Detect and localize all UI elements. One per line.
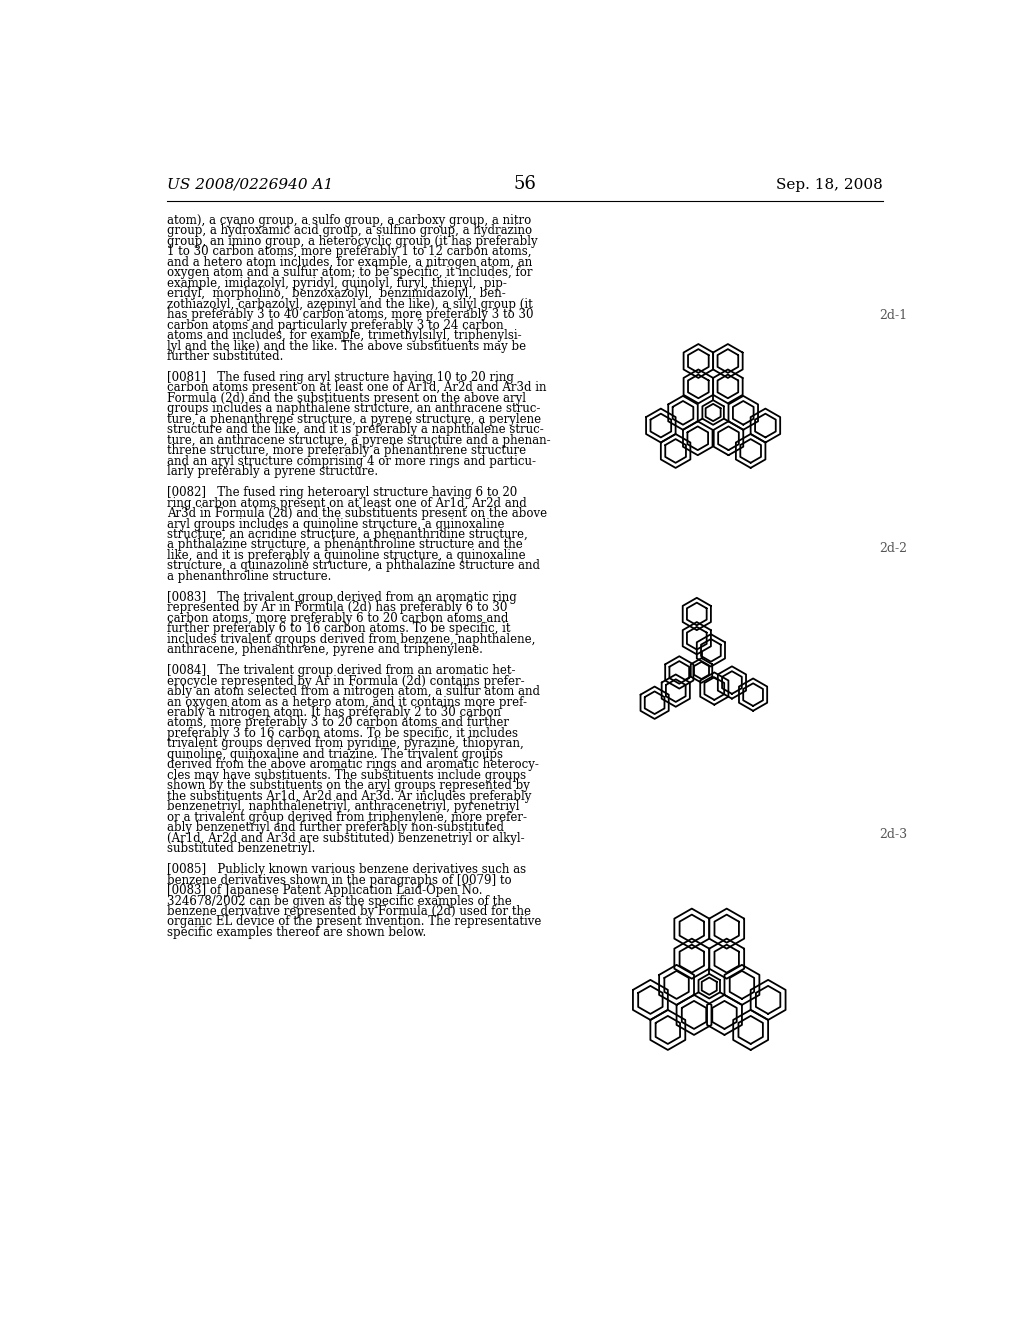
Text: further preferably 6 to 16 carbon atoms. To be specific, it: further preferably 6 to 16 carbon atoms.…: [167, 622, 510, 635]
Text: zothiazolyl, carbazolyl, azepinyl and the like), a silyl group (it: zothiazolyl, carbazolyl, azepinyl and th…: [167, 297, 532, 310]
Text: [0081]   The fused ring aryl structure having 10 to 20 ring: [0081] The fused ring aryl structure hav…: [167, 371, 514, 384]
Text: [0084]   The trivalent group derived from an aromatic het-: [0084] The trivalent group derived from …: [167, 664, 515, 677]
Text: 2d-1: 2d-1: [879, 309, 907, 322]
Text: [0085]   Publicly known various benzene derivatives such as: [0085] Publicly known various benzene de…: [167, 863, 526, 876]
Text: Formula (2d) and the substituents present on the above aryl: Formula (2d) and the substituents presen…: [167, 392, 525, 405]
Text: larly preferably a pyrene structure.: larly preferably a pyrene structure.: [167, 465, 378, 478]
Text: Ar3d in Formula (2d) and the substituents present on the above: Ar3d in Formula (2d) and the substituent…: [167, 507, 547, 520]
Text: benzene derivatives shown in the paragraphs of [0079] to: benzene derivatives shown in the paragra…: [167, 874, 511, 887]
Text: a phthalazine structure, a phenanthroline structure and the: a phthalazine structure, a phenanthrolin…: [167, 539, 522, 552]
Text: carbon atoms present on at least one of Ar1d, Ar2d and Ar3d in: carbon atoms present on at least one of …: [167, 381, 546, 395]
Text: preferably 3 to 16 carbon atoms. To be specific, it includes: preferably 3 to 16 carbon atoms. To be s…: [167, 727, 518, 741]
Text: cles may have substituents. The substituents include groups: cles may have substituents. The substitu…: [167, 768, 526, 781]
Text: structure and the like, and it is preferably a naphthalene struc-: structure and the like, and it is prefer…: [167, 424, 544, 437]
Text: organic EL device of the present invention. The representative: organic EL device of the present inventi…: [167, 916, 541, 928]
Text: benzene derivative represented by Formula (2d) used for the: benzene derivative represented by Formul…: [167, 906, 530, 917]
Text: threne structure, more preferably a phenanthrene structure: threne structure, more preferably a phen…: [167, 445, 526, 457]
Text: represented by Ar in Formula (2d) has preferably 6 to 30: represented by Ar in Formula (2d) has pr…: [167, 602, 507, 614]
Text: derived from the above aromatic rings and aromatic heterocy-: derived from the above aromatic rings an…: [167, 759, 539, 771]
Text: further substituted.: further substituted.: [167, 350, 283, 363]
Text: substituted benzenetriyl.: substituted benzenetriyl.: [167, 842, 315, 855]
Text: specific examples thereof are shown below.: specific examples thereof are shown belo…: [167, 925, 426, 939]
Text: [0083]   The trivalent group derived from an aromatic ring: [0083] The trivalent group derived from …: [167, 591, 516, 603]
Text: trivalent groups derived from pyridine, pyrazine, thiopyran,: trivalent groups derived from pyridine, …: [167, 738, 523, 751]
Text: eridyl,  morpholino,  benzoxazolyl,  benzimidazolyl,  ben-: eridyl, morpholino, benzoxazolyl, benzim…: [167, 288, 506, 300]
Text: Sep. 18, 2008: Sep. 18, 2008: [776, 178, 883, 191]
Text: ring carbon atoms present on at least one of Ar1d, Ar2d and: ring carbon atoms present on at least on…: [167, 496, 526, 510]
Text: oxygen atom and a sulfur atom; to be specific, it includes, for: oxygen atom and a sulfur atom; to be spe…: [167, 267, 532, 280]
Text: aryl groups includes a quinoline structure, a quinoxaline: aryl groups includes a quinoline structu…: [167, 517, 504, 531]
Text: benzenetriyl, naphthalenetriyl, anthracenetriyl, pyrenetriyl: benzenetriyl, naphthalenetriyl, anthrace…: [167, 800, 519, 813]
Text: erocycle represented by Ar in Formula (2d) contains prefer-: erocycle represented by Ar in Formula (2…: [167, 675, 524, 688]
Text: has preferably 3 to 40 carbon atoms, more preferably 3 to 30: has preferably 3 to 40 carbon atoms, mor…: [167, 308, 534, 321]
Text: group, a hydroxamic acid group, a sulfino group, a hydrazino: group, a hydroxamic acid group, a sulfin…: [167, 224, 531, 238]
Text: the substituents Ar1d, Ar2d and Ar3d. Ar includes preferably: the substituents Ar1d, Ar2d and Ar3d. Ar…: [167, 789, 531, 803]
Text: shown by the substituents on the aryl groups represented by: shown by the substituents on the aryl gr…: [167, 779, 529, 792]
Text: 2d-3: 2d-3: [879, 829, 907, 841]
Text: ably an atom selected from a nitrogen atom, a sulfur atom and: ably an atom selected from a nitrogen at…: [167, 685, 540, 698]
Text: carbon atoms and particularly preferably 3 to 24 carbon: carbon atoms and particularly preferably…: [167, 318, 504, 331]
Text: structure, an acridine structure, a phenanthridine structure,: structure, an acridine structure, a phen…: [167, 528, 527, 541]
Text: 2d-2: 2d-2: [879, 543, 907, 554]
Text: atoms and includes, for example, trimethylsilyl, triphenylsi-: atoms and includes, for example, trimeth…: [167, 329, 521, 342]
Text: example, imidazolyl, pyridyl, quinolyl, furyl, thienyl,  pip-: example, imidazolyl, pyridyl, quinolyl, …: [167, 277, 507, 289]
Text: 324678/2002 can be given as the specific examples of the: 324678/2002 can be given as the specific…: [167, 895, 512, 908]
Text: ture, a phenanthrene structure, a pyrene structure, a perylene: ture, a phenanthrene structure, a pyrene…: [167, 413, 541, 426]
Text: [0083] of Japanese Patent Application Laid-Open No.: [0083] of Japanese Patent Application La…: [167, 884, 482, 898]
Text: quinoline, quinoxaline and triazine. The trivalent groups: quinoline, quinoxaline and triazine. The…: [167, 748, 503, 760]
Text: like, and it is preferably a quinoline structure, a quinoxaline: like, and it is preferably a quinoline s…: [167, 549, 525, 562]
Text: group, an imino group, a heterocyclic group (it has preferably: group, an imino group, a heterocyclic gr…: [167, 235, 538, 248]
Text: atoms, more preferably 3 to 20 carbon atoms and further: atoms, more preferably 3 to 20 carbon at…: [167, 717, 509, 730]
Text: 1 to 30 carbon atoms, more preferably 1 to 12 carbon atoms,: 1 to 30 carbon atoms, more preferably 1 …: [167, 246, 531, 259]
Text: anthracene, phenanthrene, pyrene and triphenylene.: anthracene, phenanthrene, pyrene and tri…: [167, 643, 482, 656]
Text: and a hetero atom includes, for example, a nitrogen atom, an: and a hetero atom includes, for example,…: [167, 256, 532, 269]
Text: structure, a quinazoline structure, a phthalazine structure and: structure, a quinazoline structure, a ph…: [167, 560, 540, 573]
Text: (Ar1d, Ar2d and Ar3d are substituted) benzenetriyl or alkyl-: (Ar1d, Ar2d and Ar3d are substituted) be…: [167, 832, 524, 845]
Text: includes trivalent groups derived from benzene, naphthalene,: includes trivalent groups derived from b…: [167, 632, 536, 645]
Text: US 2008/0226940 A1: US 2008/0226940 A1: [167, 178, 333, 191]
Text: groups includes a naphthalene structure, an anthracene struc-: groups includes a naphthalene structure,…: [167, 403, 540, 416]
Text: [0082]   The fused ring heteroaryl structure having 6 to 20: [0082] The fused ring heteroaryl structu…: [167, 486, 517, 499]
Text: lyl and the like) and the like. The above substituents may be: lyl and the like) and the like. The abov…: [167, 339, 526, 352]
Text: ture, an anthracene structure, a pyrene structure and a phenan-: ture, an anthracene structure, a pyrene …: [167, 434, 550, 446]
Text: or a trivalent group derived from triphenylene, more prefer-: or a trivalent group derived from triphe…: [167, 810, 526, 824]
Text: a phenanthroline structure.: a phenanthroline structure.: [167, 570, 331, 583]
Text: an oxygen atom as a hetero atom, and it contains more pref-: an oxygen atom as a hetero atom, and it …: [167, 696, 526, 709]
Text: carbon atoms, more preferably 6 to 20 carbon atoms and: carbon atoms, more preferably 6 to 20 ca…: [167, 611, 508, 624]
Text: and an aryl structure comprising 4 or more rings and particu-: and an aryl structure comprising 4 or mo…: [167, 454, 536, 467]
Text: atom), a cyano group, a sulfo group, a carboxy group, a nitro: atom), a cyano group, a sulfo group, a c…: [167, 214, 531, 227]
Text: 56: 56: [513, 176, 537, 193]
Text: ably benzenetriyl and further preferably non-substituted: ably benzenetriyl and further preferably…: [167, 821, 504, 834]
Text: erably a nitrogen atom. It has preferably 2 to 30 carbon: erably a nitrogen atom. It has preferabl…: [167, 706, 501, 719]
